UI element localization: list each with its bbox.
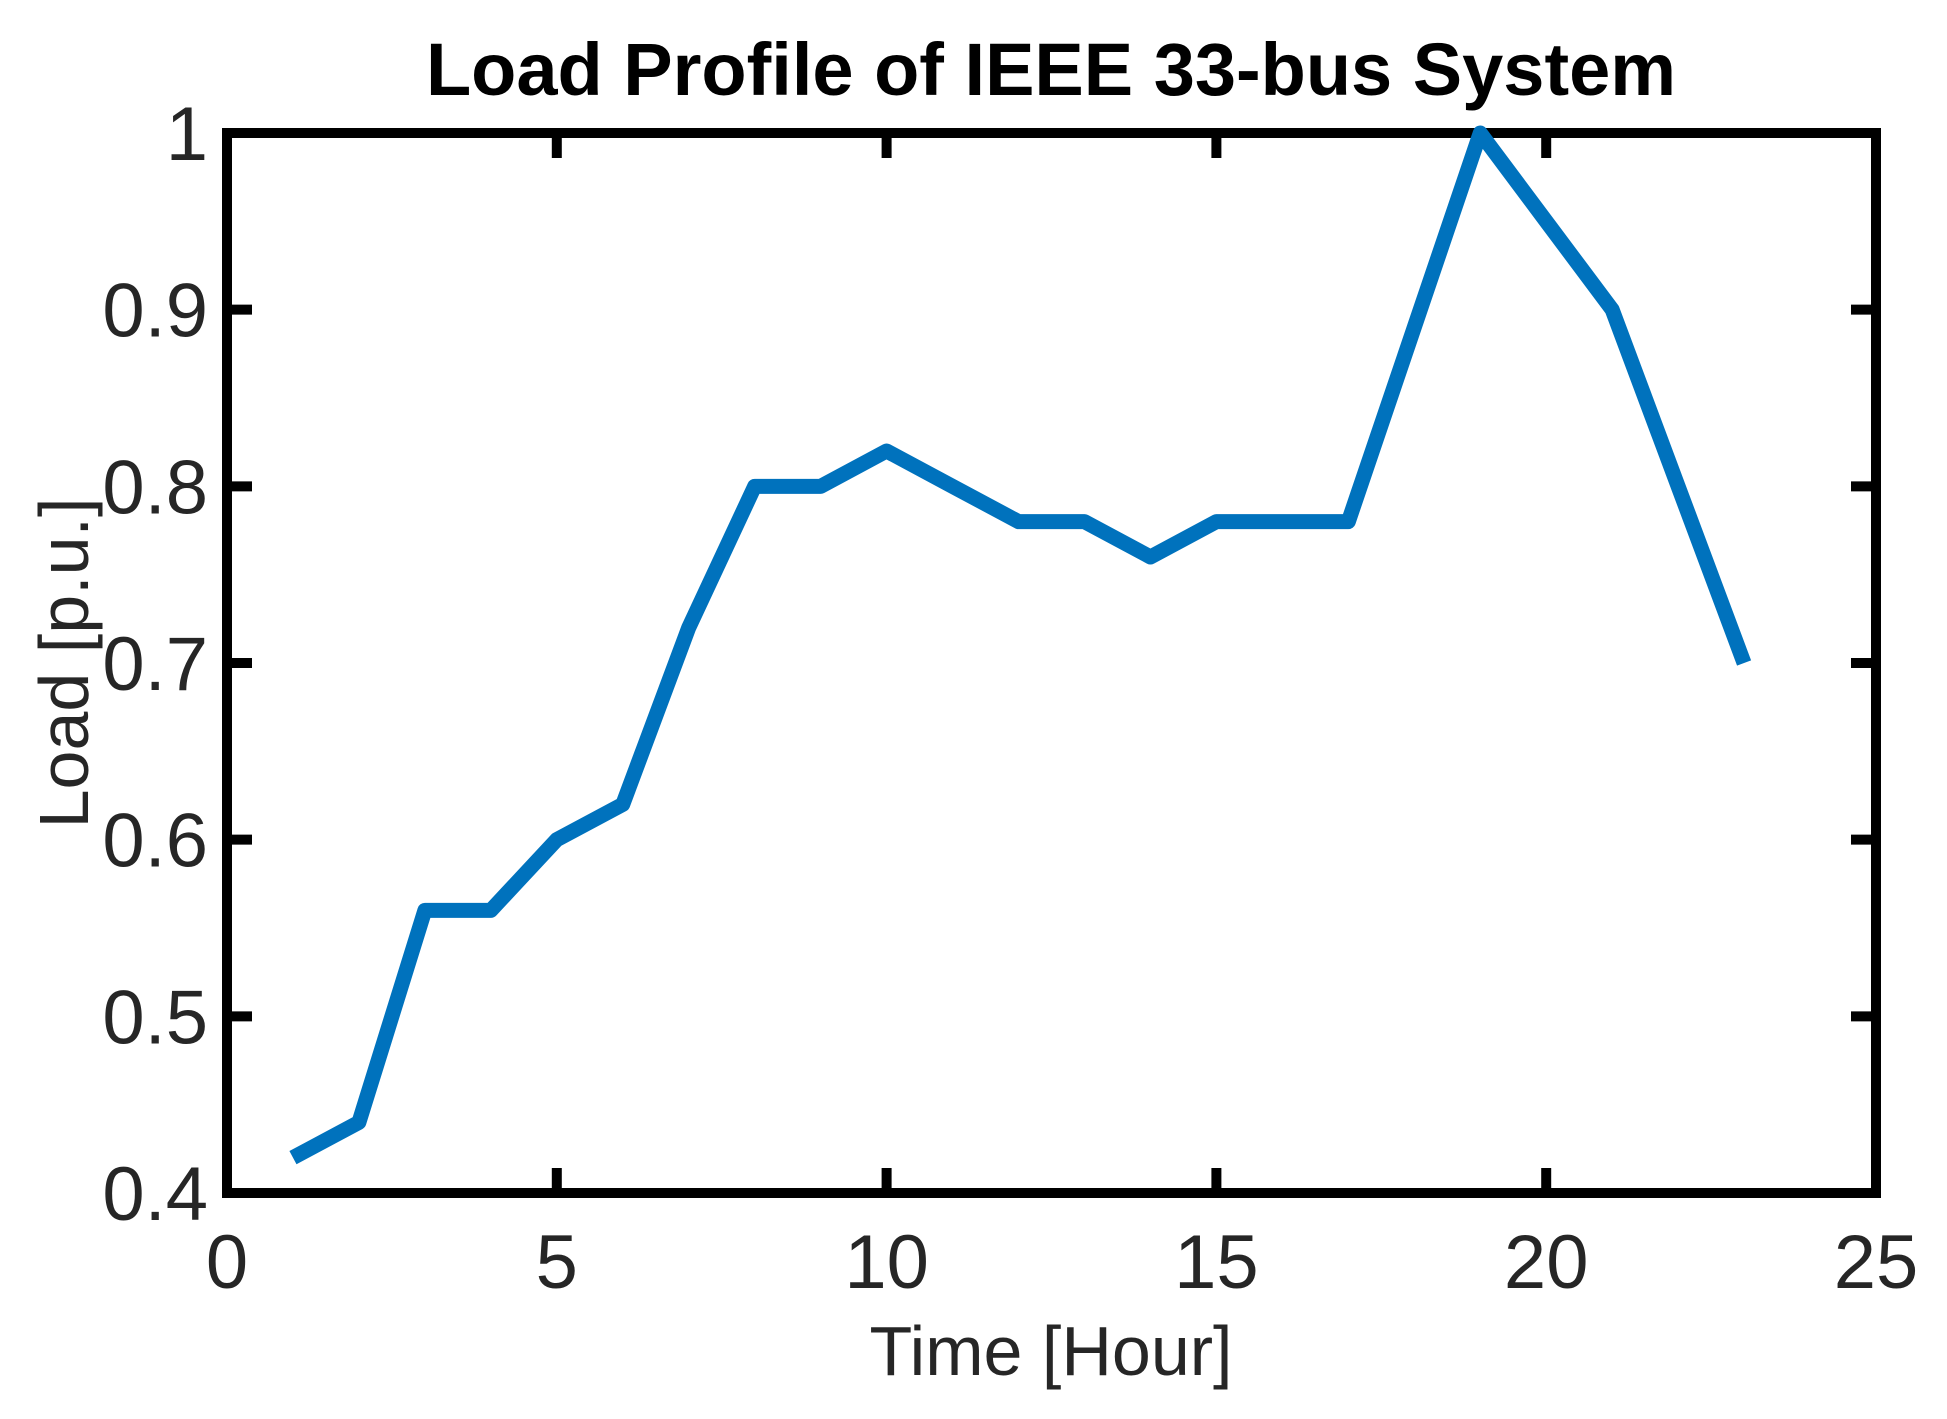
y-tick-label: 0.5 — [102, 975, 208, 1060]
y-tick-label: 0.4 — [102, 1152, 208, 1237]
plot-area — [222, 125, 1881, 1198]
y-tick-label: 1 — [166, 92, 208, 177]
x-tick-label: 15 — [1174, 1220, 1259, 1305]
y-tick-label: 0.9 — [102, 269, 208, 354]
y-tick-label: 0.7 — [102, 622, 208, 707]
plot-border-box — [222, 128, 1881, 1198]
load-profile-line-series — [289, 125, 1752, 1165]
x-tick-label: 0 — [206, 1220, 248, 1305]
x-axis-label: Time [Hour] — [869, 1312, 1232, 1390]
y-tick-label: 0.8 — [102, 445, 208, 530]
x-tick-label: 5 — [536, 1220, 578, 1305]
y-axis-label: Load [p.u.] — [25, 498, 103, 829]
chart-title: Load Profile of IEEE 33-bus System — [426, 28, 1676, 111]
series-group — [289, 125, 1752, 1165]
y-tick-label: 0.6 — [102, 799, 208, 884]
tick-marks — [222, 128, 1881, 1198]
x-tick-label: 25 — [1834, 1220, 1919, 1305]
x-tick-label: 10 — [844, 1220, 929, 1305]
tick-labels: 0 5 10 15 20 25 0.4 0.5 0.6 0.7 0.8 0.9 1 — [102, 92, 1918, 1305]
x-tick-label: 20 — [1504, 1220, 1589, 1305]
